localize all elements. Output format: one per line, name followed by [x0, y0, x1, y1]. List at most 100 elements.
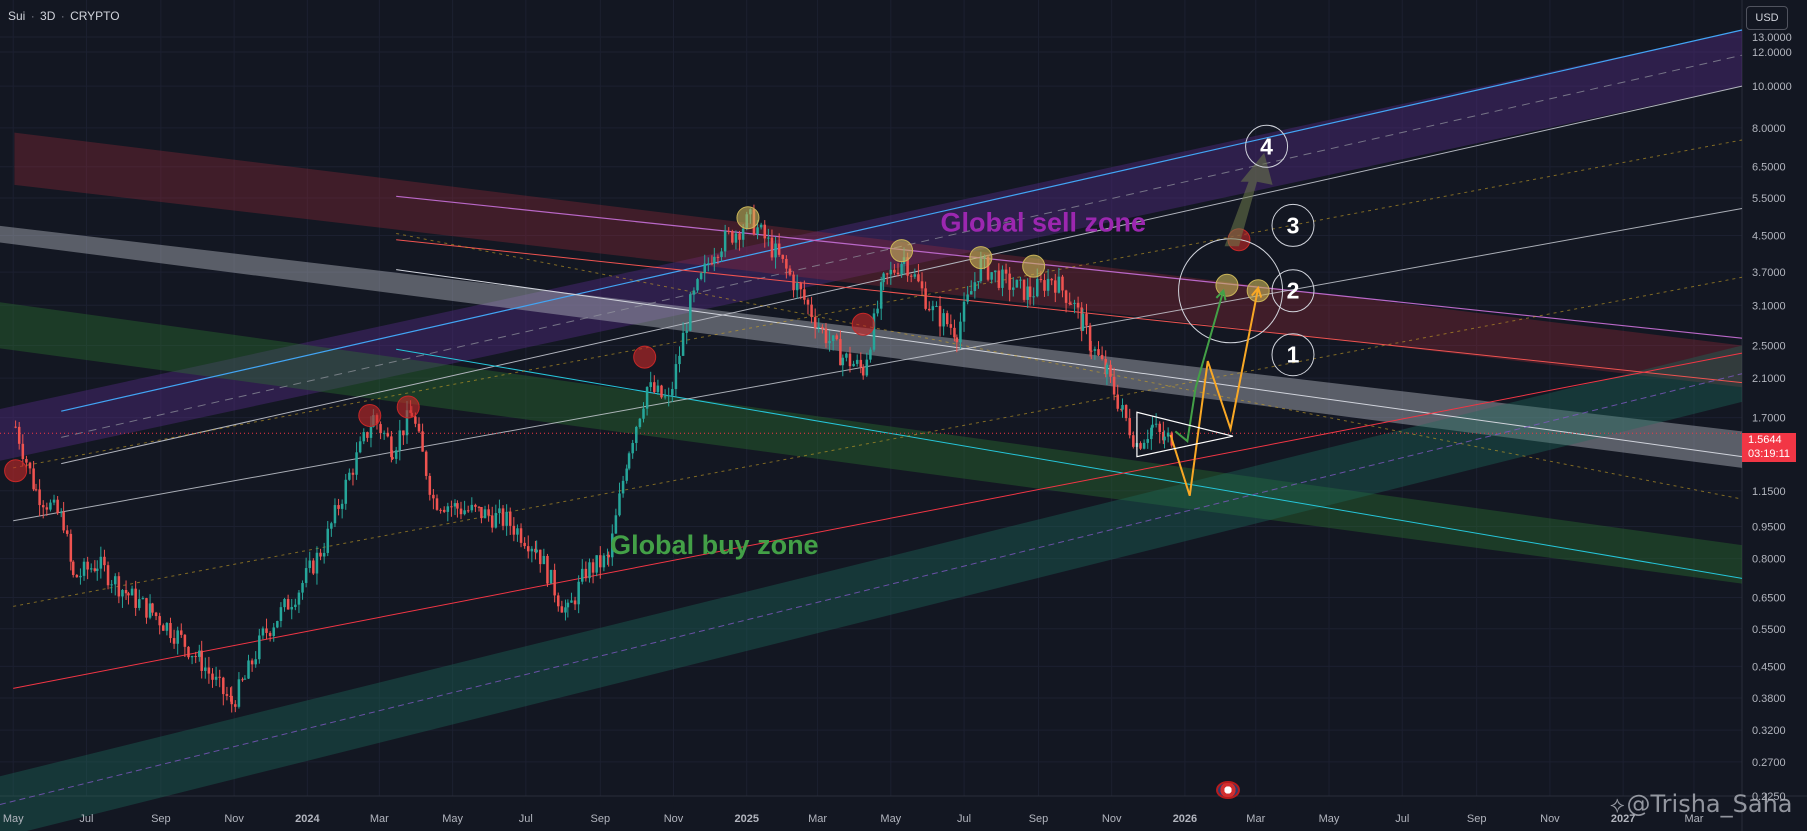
candle-body: [141, 598, 145, 600]
x-tick-label: May: [1319, 813, 1340, 825]
x-tick-label: Jul: [1395, 813, 1409, 825]
candle-body: [614, 515, 618, 534]
candle-body: [89, 568, 93, 570]
x-tick-label: 2025: [735, 813, 759, 825]
candle-body: [402, 430, 405, 436]
author-name: @Trisha_Saha: [1626, 790, 1793, 818]
purple-resistance-line: [396, 195, 1743, 339]
candle-body: [198, 650, 201, 657]
candle-body: [986, 257, 990, 280]
candle-body: [1046, 278, 1050, 291]
candle-body: [931, 306, 935, 311]
candle-body: [490, 515, 494, 528]
candle-body: [962, 301, 966, 322]
candle-body: [405, 410, 409, 436]
candle-body: [494, 513, 498, 528]
candle-body: [222, 677, 225, 695]
us-flag-event-icon[interactable]: [1216, 781, 1240, 799]
candle-body: [959, 321, 962, 343]
candle-body: [398, 430, 402, 451]
y-tick-label: 13.0000: [1752, 32, 1792, 44]
candle-body: [692, 290, 696, 295]
y-tick-label: 0.2700: [1752, 757, 1786, 769]
touch-point-marker: [890, 239, 914, 263]
candle-body: [301, 582, 304, 593]
candle-body: [1150, 427, 1153, 440]
candle-body: [330, 523, 333, 529]
scenario-number: 3: [1287, 212, 1300, 238]
candle-body: [1151, 424, 1154, 428]
candle-body: [294, 604, 297, 608]
x-tick-label: Jul: [519, 813, 533, 825]
candle-body: [322, 552, 326, 557]
candle-body: [391, 457, 394, 459]
candle-body: [308, 560, 312, 569]
candle-body: [821, 327, 824, 329]
candle-body: [731, 231, 734, 243]
candle-body: [110, 584, 113, 586]
candle-body: [516, 528, 519, 535]
symbol-title[interactable]: Sui · 3D · CRYPTO: [8, 9, 120, 23]
author-watermark: ⟡@Trisha_Saha: [1610, 790, 1793, 818]
candle-body: [848, 353, 852, 367]
candle-body: [432, 494, 435, 499]
candle-body: [879, 282, 883, 309]
candle-body: [645, 387, 649, 409]
candle-body: [570, 600, 573, 603]
green-projection-arrow: [1174, 290, 1225, 443]
candle-body: [678, 355, 681, 365]
candle-body: [607, 554, 610, 558]
candle-body: [268, 632, 272, 636]
candle-body: [379, 424, 382, 434]
candles-layer: [14, 204, 1173, 713]
candle-body: [190, 656, 194, 658]
candle-body: [241, 679, 244, 681]
currency-button[interactable]: USD: [1746, 6, 1788, 30]
y-tick-label: 1.1500: [1752, 486, 1786, 498]
symbol-name: Sui: [8, 9, 26, 23]
x-tick-label: 2027: [1611, 813, 1635, 825]
candle-body: [949, 324, 953, 328]
y-tick-label: 0.3800: [1752, 693, 1786, 705]
candle-body: [1132, 435, 1135, 447]
candle-body: [917, 274, 920, 282]
candle-body: [1105, 364, 1109, 375]
time-axis[interactable]: May Jul Sep Nov 2024 Mar May Jul Sep Nov 2025 Mar Ma…: [3, 813, 1704, 825]
y-tick-label: 6.5000: [1752, 162, 1786, 174]
x-tick-label: Sep: [151, 813, 171, 825]
candle-body: [382, 432, 386, 434]
candle-body: [1158, 423, 1161, 432]
green-falling-band: [0, 302, 1742, 584]
candle-body: [237, 679, 241, 707]
candle-body: [247, 660, 250, 679]
y-tick-label: 0.3200: [1752, 725, 1786, 737]
candle-body: [1124, 405, 1128, 419]
candle-body: [439, 509, 442, 511]
y-tick-label: 10.0000: [1752, 81, 1792, 93]
candle-body: [93, 568, 97, 571]
candle-body: [258, 635, 261, 660]
candle-body: [1054, 280, 1057, 293]
candle-body: [446, 506, 450, 512]
candle-body: [969, 291, 973, 295]
candle-body: [130, 588, 134, 596]
candle-body: [138, 599, 141, 608]
touch-point-marker: [633, 345, 657, 369]
candle-body: [180, 630, 183, 635]
candle-body: [337, 505, 340, 509]
candle-body: [906, 257, 909, 276]
touch-point-marker: [396, 395, 420, 419]
candle-body: [703, 263, 706, 274]
candle-body: [893, 269, 896, 273]
candle-body: [774, 243, 777, 258]
candle-body: [261, 628, 265, 636]
candle-body: [483, 509, 487, 519]
candle-body: [1142, 442, 1146, 449]
gold-dashed-line-upper: [396, 232, 1743, 500]
candle-body: [428, 475, 432, 495]
candle-body: [69, 533, 73, 562]
candle-body: [52, 499, 56, 503]
price-axis[interactable]: 13.0000 12.0000 10.0000 8.0000 6.5000 5.5000 4…: [1752, 32, 1792, 803]
candle-body: [355, 452, 358, 475]
